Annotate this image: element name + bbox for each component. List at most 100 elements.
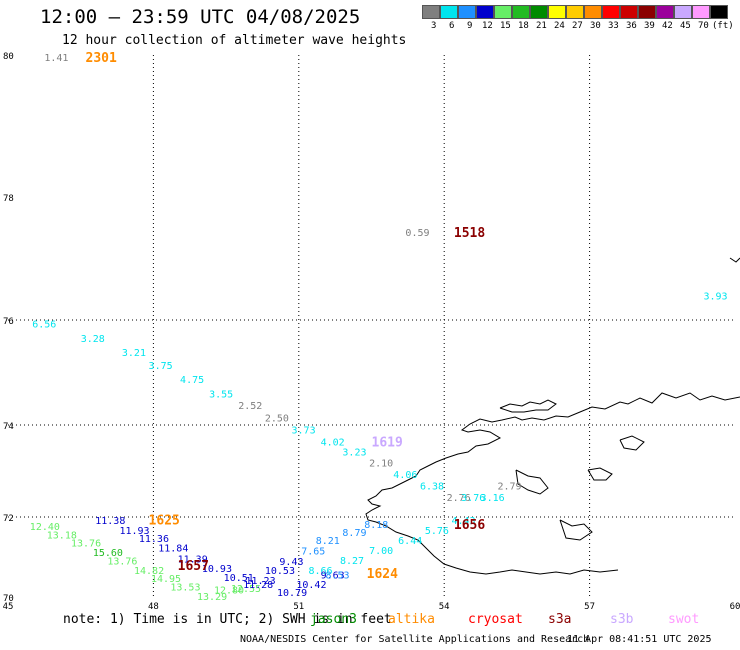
legend-value-label: 18	[518, 21, 529, 31]
wave-height-value: 8.79	[342, 528, 366, 539]
wave-height-value: 3.21	[122, 348, 146, 359]
wave-height-value: 3.23	[342, 448, 366, 459]
novaya-zemlya-coastline	[365, 257, 740, 575]
longitude-tick-label: 45	[3, 602, 14, 612]
legend-swatch	[494, 5, 512, 19]
wave-height-value: 10.79	[277, 588, 307, 599]
pass-time-label: 1625	[149, 513, 180, 528]
wave-height-value: 11.28	[243, 580, 273, 591]
wave-height-value: 13.76	[71, 539, 101, 550]
legend-value-label: 21	[536, 21, 547, 31]
wave-height-value: 13.76	[107, 557, 137, 568]
wave-height-value: 9.43	[279, 557, 303, 568]
page-title: 12:00 – 23:59 UTC 04/08/2025	[40, 6, 361, 28]
legend-value-label: 27	[572, 21, 583, 31]
legend-swatch	[638, 5, 656, 19]
footnote: note: 1) Time is in UTC; 2) SWH is in fe…	[63, 612, 392, 627]
wave-height-value: 1.41	[44, 53, 68, 64]
wave-height-value: 8.18	[364, 520, 388, 531]
wave-height-value: 3.28	[81, 334, 105, 345]
legend-value-label: 45	[680, 21, 691, 31]
latitude-tick-label: 70	[3, 594, 14, 604]
source-altika: altika	[388, 612, 435, 627]
wave-height-value: 4.02	[321, 438, 345, 449]
source-s3a: s3a	[548, 612, 572, 627]
pass-time-label: 1657	[178, 559, 209, 574]
legend-swatch	[620, 5, 638, 19]
color-legend: 3 6 9 12 15 18 21 24 27 30 33 36 39 42 45 70 (ft)	[422, 5, 734, 33]
pass-time-label: 1518	[454, 226, 485, 241]
longitude-labels: 45 48 51 54 57 60	[3, 602, 740, 612]
wave-height-value: 3.55	[209, 390, 233, 401]
satellite-pass-times: 2301 1518 1619 1657 1624 1625 1656	[86, 51, 486, 582]
wave-height-value: 6.44	[398, 536, 422, 547]
wave-height-value: 4.75	[180, 375, 204, 386]
wave-height-value: 6.56	[32, 320, 56, 331]
wave-height-value: 9.63	[321, 571, 345, 582]
wave-height-value: 8.66	[308, 566, 332, 577]
wave-height-value: 3.75	[149, 361, 173, 372]
wave-height-value: 7.65	[301, 547, 325, 558]
longitude-tick-label: 51	[293, 602, 304, 612]
wave-height-value: 14.95	[151, 574, 181, 585]
wave-height-value: 11.84	[158, 543, 188, 554]
wave-height-value: 2.76	[447, 493, 471, 504]
wave-height-value: 10.53	[265, 566, 295, 577]
wave-height-value: 11.38	[95, 516, 125, 527]
latitude-tick-label: 72	[3, 514, 14, 524]
legend-value-label: 36	[626, 21, 637, 31]
legend-value-label: 33	[608, 21, 619, 31]
wave-height-value: 4.43	[451, 516, 475, 527]
wave-height-value: 3.76	[461, 493, 485, 504]
legend-value-label: 15	[500, 21, 511, 31]
legend-swatch	[566, 5, 584, 19]
legend-value-label: 24	[554, 21, 565, 31]
wave-height-value: 6.38	[420, 482, 444, 493]
pass-time-label: 1656	[454, 518, 485, 533]
generated-timestamp: 11 Apr 08:41:51 UTC 2025	[567, 634, 712, 645]
wave-height-value: 11.39	[178, 555, 208, 566]
wave-height-value: 8.21	[316, 536, 340, 547]
legend-swatch	[548, 5, 566, 19]
longitude-tick-label: 60	[730, 602, 740, 612]
wave-height-value: 7.00	[369, 546, 393, 557]
legend-swatch	[602, 5, 620, 19]
wave-height-value: 5.76	[425, 526, 449, 537]
wave-height-value: 10.51	[224, 573, 254, 584]
wave-height-value: 2.79	[498, 482, 522, 493]
wave-height-value: 11.93	[119, 526, 149, 537]
legend-swatch	[710, 5, 728, 19]
wave-height-value: 3.93	[703, 291, 727, 302]
pass-time-label: 1624	[367, 567, 398, 582]
legend-swatch	[422, 5, 440, 19]
legend-swatch	[692, 5, 710, 19]
wave-height-value: 4.06	[393, 470, 417, 481]
wave-height-value: 3.16	[481, 493, 505, 504]
wave-height-value: 12.55	[231, 584, 261, 595]
pass-time-label: 1619	[372, 436, 403, 451]
legend-swatches	[422, 5, 728, 19]
wave-height-value: 11.23	[245, 576, 275, 587]
latitude-tick-label: 76	[3, 317, 14, 327]
wave-height-value: 8.53	[325, 571, 349, 582]
wave-height-value: 3.73	[292, 426, 316, 437]
legend-value-label: 30	[590, 21, 601, 31]
legend-swatch	[584, 5, 602, 19]
wave-height-value: 0.59	[405, 228, 429, 239]
wave-height-value: 15.60	[93, 548, 123, 559]
page-subtitle: 12 hour collection of altimeter wave hei…	[62, 33, 407, 48]
legend-swatch	[656, 5, 674, 19]
wave-height-value: 11.36	[139, 534, 169, 545]
wave-height-value: 2.52	[238, 401, 262, 412]
wave-height-value: 12.40	[30, 522, 60, 533]
latitude-tick-label: 74	[3, 422, 14, 432]
latitude-labels: 80 78 76 74 72 70	[3, 52, 14, 604]
wave-height-value: 10.42	[296, 580, 326, 591]
legend-swatch	[440, 5, 458, 19]
latitude-tick-label: 78	[3, 194, 14, 204]
legend-value-label: 6	[449, 21, 455, 31]
source-swot: swot	[668, 612, 700, 627]
source-jason3: jason3	[310, 612, 357, 627]
pass-time-label: 2301	[86, 51, 117, 66]
